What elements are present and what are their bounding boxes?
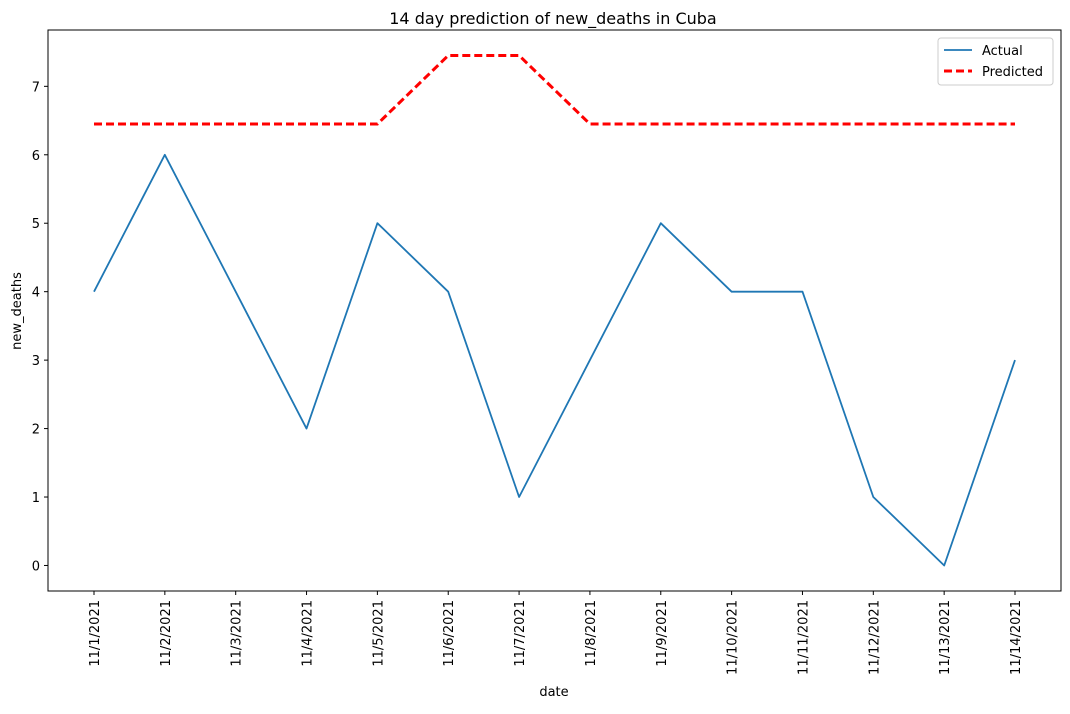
- legend-label-actual: Actual: [982, 44, 1023, 59]
- x-tick-label: 11/12/2021: [867, 600, 882, 675]
- x-tick-label: 11/3/2021: [230, 600, 245, 667]
- x-tick-label: 11/10/2021: [726, 600, 741, 675]
- chart-title: 14 day prediction of new_deaths in Cuba: [389, 9, 716, 29]
- x-tick-label: 11/6/2021: [442, 600, 457, 667]
- series-line-actual: [93, 153, 1016, 567]
- y-tick-label: 4: [32, 286, 40, 301]
- y-tick-label: 7: [32, 80, 40, 95]
- series-layer: [93, 54, 1016, 567]
- x-tick-label: 11/14/2021: [1009, 600, 1024, 675]
- series-line-predicted: [94, 54, 1015, 126]
- x-tick-label: 11/7/2021: [513, 600, 528, 667]
- x-tick-label: 11/2/2021: [159, 600, 174, 667]
- x-tick-label: 11/11/2021: [796, 600, 811, 675]
- y-axis-title: new_deaths: [10, 272, 25, 350]
- legend-label-predicted: Predicted: [982, 65, 1043, 80]
- x-tick-label: 11/9/2021: [655, 600, 670, 667]
- legend: Actual Predicted: [937, 37, 1054, 86]
- y-tick-label: 6: [32, 149, 40, 164]
- plot-area: [47, 29, 1062, 592]
- x-tick-label: 11/1/2021: [88, 600, 103, 667]
- y-tick-label: 3: [32, 354, 40, 369]
- x-tick-label: 11/8/2021: [584, 600, 599, 667]
- x-axis: 11/1/2021 11/2/2021 11/3/2021 11/4/2021 11/5…: [88, 591, 1024, 675]
- y-tick-label: 5: [32, 217, 40, 232]
- y-tick-label: 2: [32, 423, 40, 438]
- y-axis: 0 1 2 3 4 5 6 7: [32, 80, 48, 574]
- y-tick-label: 0: [32, 559, 40, 574]
- x-tick-label: 11/13/2021: [938, 600, 953, 675]
- x-axis-title: date: [539, 685, 568, 700]
- y-tick-label: 1: [32, 491, 40, 506]
- x-tick-label: 11/4/2021: [301, 600, 316, 667]
- x-tick-label: 11/5/2021: [371, 600, 386, 667]
